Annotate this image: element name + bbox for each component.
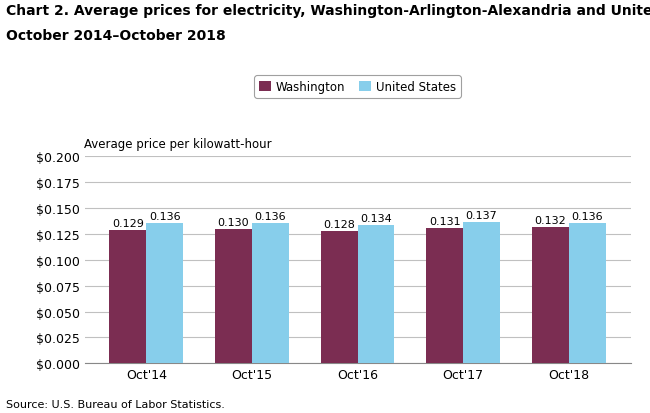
Bar	[532, 227, 569, 363]
Bar	[426, 228, 463, 363]
Text: 0.129: 0.129	[112, 219, 144, 229]
Bar	[320, 231, 358, 363]
Text: Source: U.S. Bureau of Labor Statistics.: Source: U.S. Bureau of Labor Statistics.	[6, 399, 226, 409]
Text: 0.136: 0.136	[255, 211, 286, 221]
Text: Chart 2. Average prices for electricity, Washington-Arlington-Alexandria and Uni: Chart 2. Average prices for electricity,…	[6, 4, 650, 18]
Bar	[569, 223, 606, 363]
Text: 0.131: 0.131	[429, 217, 460, 227]
Text: 0.128: 0.128	[323, 220, 355, 230]
Text: 0.137: 0.137	[465, 211, 497, 221]
Bar	[463, 222, 500, 363]
Bar	[109, 230, 146, 363]
Bar	[146, 223, 183, 363]
Legend: Washington, United States: Washington, United States	[254, 76, 461, 98]
Text: 0.130: 0.130	[218, 218, 249, 228]
Bar	[358, 225, 395, 363]
Text: 0.136: 0.136	[149, 211, 181, 221]
Bar	[215, 229, 252, 363]
Text: 0.134: 0.134	[360, 214, 392, 223]
Bar	[252, 223, 289, 363]
Text: Average price per kilowatt-hour: Average price per kilowatt-hour	[84, 138, 272, 151]
Text: 0.136: 0.136	[571, 211, 603, 221]
Text: October 2014–October 2018: October 2014–October 2018	[6, 29, 226, 43]
Text: 0.132: 0.132	[534, 216, 566, 225]
